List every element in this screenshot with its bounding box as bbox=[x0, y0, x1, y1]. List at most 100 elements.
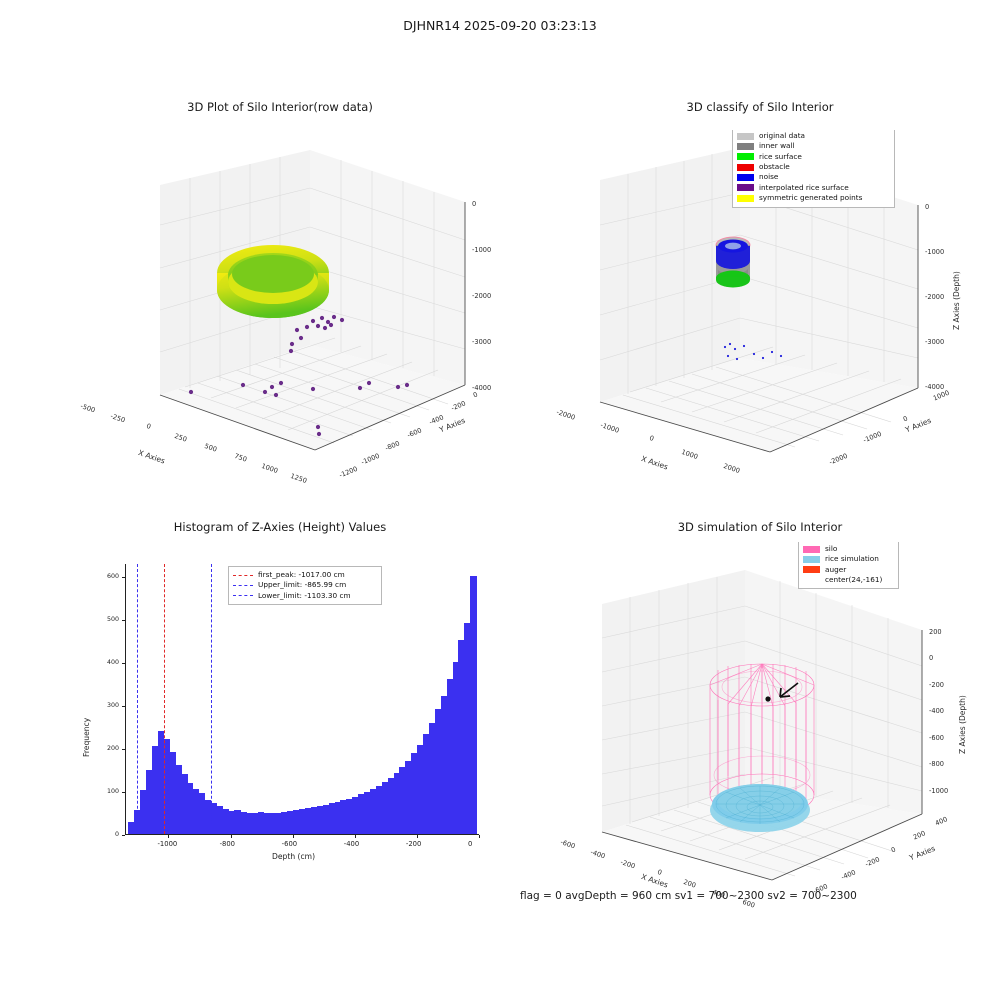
histogram-bar bbox=[387, 778, 394, 834]
sim-ztick-2: -200 bbox=[929, 681, 944, 689]
hist-ytick-mark bbox=[122, 705, 125, 707]
classify-legend: original data inner wall rice surface ob… bbox=[732, 130, 895, 208]
histogram-bar bbox=[322, 804, 330, 834]
panel-sim-title: 3D simulation of Silo Interior bbox=[677, 520, 843, 534]
figure-suptitle: DJHNR14 2025-09-20 03:23:13 bbox=[403, 18, 597, 33]
legend-item-rice-surface: rice surface bbox=[737, 152, 889, 162]
panel-classify-3d: 3D classify of Silo Interior bbox=[540, 100, 980, 490]
raw-scatter-points bbox=[188, 314, 410, 437]
histogram-bar bbox=[352, 797, 359, 834]
histogram-bar bbox=[222, 809, 229, 834]
hist-vline-first_peak bbox=[164, 564, 166, 834]
hist-ytick: 300 bbox=[106, 701, 119, 709]
legend-label-interpolated-rice-surface: interpolated rice surface bbox=[759, 182, 849, 192]
histogram-bar bbox=[364, 791, 371, 834]
sim-ztick-6: -1000 bbox=[929, 787, 949, 795]
histogram-bar bbox=[281, 811, 288, 834]
sim-ztick-5: -800 bbox=[929, 760, 944, 768]
legend-label-obstacle: obstacle bbox=[759, 162, 790, 172]
histogram-bar bbox=[175, 765, 182, 834]
histogram-bar bbox=[423, 734, 430, 834]
raw-ztick-0: 0 bbox=[472, 200, 477, 208]
hist-xtick-mark bbox=[292, 835, 294, 838]
legend-item-obstacle: obstacle bbox=[737, 162, 889, 172]
sim-3d-axes[interactable]: silo rice simulation auger center(24,-16… bbox=[540, 542, 980, 920]
legend-label-noise: noise bbox=[759, 172, 779, 182]
histogram-bar bbox=[198, 793, 206, 834]
histogram-bar bbox=[246, 812, 253, 834]
sim-zlabel: Z Axies (Depth) bbox=[958, 695, 967, 754]
histogram-bar bbox=[287, 810, 294, 834]
sim-ztick-4: -600 bbox=[929, 734, 944, 742]
legend-label-symmetric-generated-points: symmetric generated points bbox=[759, 193, 863, 203]
classify-ztick-3: -3000 bbox=[925, 338, 945, 346]
hist-ytick: 100 bbox=[106, 787, 119, 795]
classified-silo-object bbox=[715, 236, 751, 288]
histogram-bar bbox=[334, 802, 341, 834]
histogram-bar bbox=[316, 806, 324, 834]
panel-raw-title: 3D Plot of Silo Interior(row data) bbox=[187, 100, 373, 114]
swatch-inner-wall bbox=[737, 143, 754, 151]
swatch-noise bbox=[737, 174, 754, 182]
auger-arrow-icon bbox=[779, 682, 799, 698]
histogram-bar bbox=[340, 800, 347, 834]
hist-xtick-mark bbox=[168, 835, 170, 838]
histogram-bar bbox=[251, 813, 259, 834]
histogram-bar bbox=[417, 744, 424, 834]
hist-xlabel: Depth (cm) bbox=[272, 852, 316, 861]
legend-item-original-data: original data bbox=[737, 131, 889, 141]
swatch-lower-limit bbox=[233, 595, 253, 597]
histogram-bar bbox=[128, 821, 135, 834]
histogram-bar bbox=[163, 738, 170, 834]
sim-3d-svg bbox=[601, 570, 923, 881]
raw-3d-svg bbox=[159, 150, 466, 451]
hist-xtick-mark bbox=[479, 835, 480, 838]
histogram-bar bbox=[293, 809, 300, 834]
legend-item-symmetric-generated-points: symmetric generated points bbox=[737, 193, 889, 203]
histogram-bar bbox=[192, 788, 200, 834]
center-marker-group bbox=[765, 682, 799, 702]
legend-item-auger: auger bbox=[803, 565, 893, 575]
hist-plot-area[interactable] bbox=[125, 564, 479, 835]
hist-ytick-mark bbox=[122, 619, 125, 621]
hist-ylabel: Frequency bbox=[82, 717, 91, 757]
legend-label-inner-wall: inner wall bbox=[759, 141, 795, 151]
panel-raw-3d: 3D Plot of Silo Interior(row data) bbox=[60, 100, 500, 490]
hist-ytick: 500 bbox=[106, 615, 119, 623]
histogram-bar bbox=[275, 812, 282, 834]
figure-footer: flag = 0 avgDepth = 960 cm sv1 = 700~230… bbox=[520, 890, 857, 902]
histogram-bar bbox=[204, 800, 212, 834]
histogram-bar bbox=[210, 803, 217, 834]
swatch-original-data bbox=[737, 132, 754, 140]
hist-vline-lower_limit bbox=[137, 564, 139, 834]
hist-xtick: -200 bbox=[405, 840, 422, 848]
panel-simulation-3d: 3D simulation of Silo Interior bbox=[520, 520, 980, 920]
swatch-interpolated-rice-surface bbox=[737, 184, 754, 192]
raw-3d-axes[interactable]: 0 -1000 -2000 -3000 -4000 Z Axies (Depth… bbox=[60, 130, 500, 490]
histogram-bar bbox=[464, 623, 471, 834]
histogram-bar bbox=[305, 808, 312, 834]
legend-label-center: center(24,-161) bbox=[825, 575, 883, 585]
histogram-bar bbox=[133, 810, 141, 834]
histogram-bar bbox=[369, 789, 377, 834]
swatch-symmetric-generated-points bbox=[737, 194, 754, 202]
legend-item-lower-limit: Lower_limit: -1103.30 cm bbox=[233, 591, 376, 601]
classify-3d-axes[interactable]: original data inner wall rice surface ob… bbox=[540, 130, 980, 490]
swatch-first-peak bbox=[233, 574, 253, 576]
legend-label-auger: auger bbox=[825, 564, 847, 574]
hist-ytick-mark bbox=[122, 835, 125, 836]
sim-legend: silo rice simulation auger center(24,-16… bbox=[798, 542, 899, 590]
histogram-bar bbox=[240, 811, 247, 834]
histogram-bar bbox=[452, 661, 459, 834]
classify-3d-svg bbox=[599, 148, 919, 453]
histogram-bar bbox=[169, 752, 176, 834]
histogram-bar bbox=[405, 760, 412, 834]
histogram-bar bbox=[470, 575, 477, 834]
histogram-bar bbox=[234, 809, 241, 834]
histogram-bar bbox=[310, 807, 318, 834]
hist-ytick: 200 bbox=[106, 744, 119, 752]
histogram-bar bbox=[157, 730, 164, 834]
legend-label-upper-limit: Upper_limit: -865.99 cm bbox=[258, 580, 347, 590]
hist-axes[interactable]: Frequency Depth (cm) first_peak: -1017.0… bbox=[60, 542, 500, 920]
